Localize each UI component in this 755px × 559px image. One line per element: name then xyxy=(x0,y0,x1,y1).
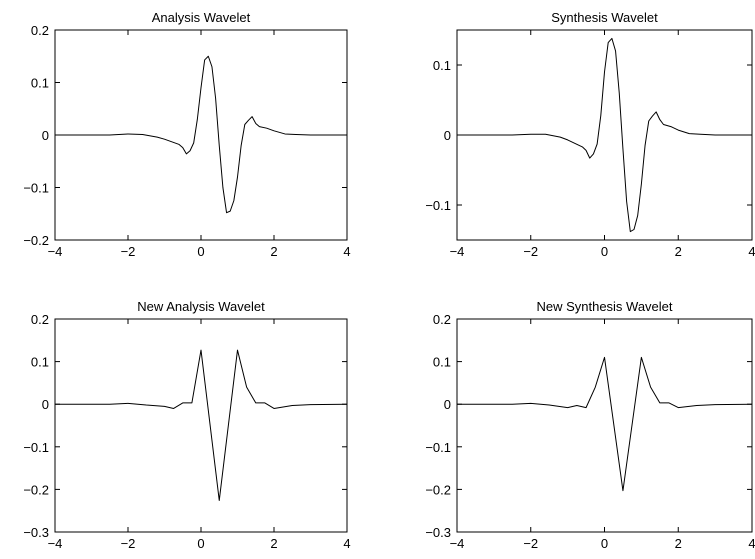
x-tick-label: 4 xyxy=(748,536,755,551)
x-tick-label: 4 xyxy=(343,244,350,259)
panel-title: Analysis Wavelet xyxy=(152,10,251,25)
y-tick-label: 0 xyxy=(444,128,451,143)
x-tick-label: 2 xyxy=(675,244,682,259)
y-tick-label: −0.2 xyxy=(23,233,49,248)
y-tick-label: −0.3 xyxy=(23,525,49,540)
y-tick-label: 0 xyxy=(444,397,451,412)
y-tick-label: 0.1 xyxy=(31,355,49,370)
y-tick-label: −0.1 xyxy=(23,440,49,455)
analysis-wavelet-panel: Analysis Wavelet −4 −2 0 2 4 −0.2 −0.1 0 0.1 0.2 xyxy=(23,10,350,259)
x-tick-label: 2 xyxy=(675,536,682,551)
y-tick-label: −0.1 xyxy=(425,440,451,455)
y-tick-label: 0 xyxy=(42,397,49,412)
x-tick-label: −4 xyxy=(450,244,465,259)
x-tick-label: −4 xyxy=(48,244,63,259)
synthesis-wavelet-panel: Synthesis Wavelet −4 −2 0 2 4 −0.1 0 0.1 xyxy=(425,10,755,259)
x-tick-label: 2 xyxy=(270,244,277,259)
x-tick-label: 4 xyxy=(748,244,755,259)
panel-title: New Analysis Wavelet xyxy=(137,299,265,314)
new-synthesis-wavelet-panel: New Synthesis Wavelet −4 −2 0 2 4 −0.3 −0.2 −0.1… xyxy=(425,299,755,551)
y-tick-label: 0 xyxy=(42,128,49,143)
wavelet-curve xyxy=(457,37,752,233)
y-tick-label: −0.2 xyxy=(425,482,451,497)
x-tick-label: −2 xyxy=(121,244,136,259)
wavelet-curve xyxy=(457,356,753,492)
x-tick-label: 0 xyxy=(601,244,608,259)
wavelet-curve xyxy=(55,55,347,214)
axes-frame xyxy=(456,318,753,533)
y-tick-label: −0.1 xyxy=(23,181,49,196)
x-tick-label: 0 xyxy=(197,536,204,551)
y-tick-label: −0.2 xyxy=(23,482,49,497)
x-tick-label: 2 xyxy=(270,536,277,551)
y-tick-label: −0.1 xyxy=(425,198,451,213)
x-tick-label: 0 xyxy=(197,244,204,259)
y-tick-label: 0.1 xyxy=(31,76,49,91)
new-analysis-wavelet-panel: New Analysis Wavelet −4 −2 0 2 4 −0.3 −0.2 −0.1 0… xyxy=(23,299,350,551)
y-tick-label: 0.2 xyxy=(31,23,49,38)
y-tick-label: 0.1 xyxy=(433,355,451,370)
x-tick-label: −2 xyxy=(121,536,136,551)
x-tick-label: −4 xyxy=(450,536,465,551)
x-tick-label: 4 xyxy=(343,536,350,551)
panel-title: Synthesis Wavelet xyxy=(551,10,658,25)
x-tick-label: 0 xyxy=(601,536,608,551)
y-tick-label: 0.1 xyxy=(433,58,451,73)
y-tick-label: −0.3 xyxy=(425,525,451,540)
wavelet-curve xyxy=(55,349,348,501)
x-tick-label: −2 xyxy=(523,536,538,551)
x-tick-label: −4 xyxy=(48,536,63,551)
y-tick-label: 0.2 xyxy=(31,312,49,327)
panel-title: New Synthesis Wavelet xyxy=(536,299,672,314)
x-tick-label: −2 xyxy=(523,244,538,259)
y-tick-label: 0.2 xyxy=(433,312,451,327)
